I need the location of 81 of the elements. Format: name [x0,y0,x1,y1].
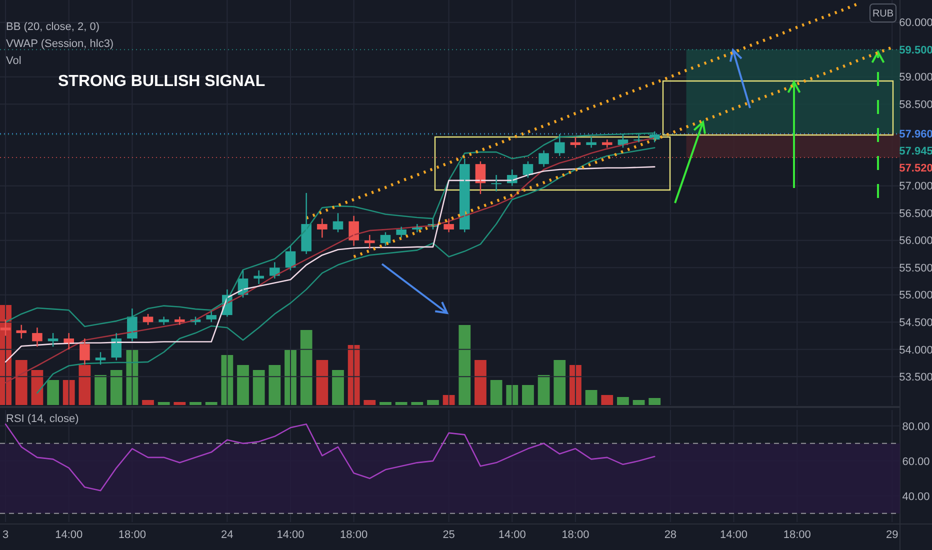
bar [142,400,154,405]
y-tick-label: 58.500 [899,98,932,111]
candlestick [206,310,216,323]
bar [570,365,582,405]
x-tick-label: 25 [442,529,455,541]
y-tick-label: 59.000 [899,72,932,84]
bar [316,360,328,405]
annotation: VWAP (Session, hlc3) [6,38,114,50]
line-series [4,424,656,492]
bar [395,402,408,405]
ref-line-label: 57.960 [899,128,932,140]
bar [94,375,106,405]
candlestick [0,318,11,336]
bar [522,385,534,405]
candlestick [95,352,106,366]
bar [348,345,360,405]
annotation: BB (20, close, 2, 0) [6,21,100,33]
x-tick-label: 18:00 [118,529,146,541]
bar [31,370,44,405]
bar [617,397,629,405]
x-tick-label: 28 [664,529,677,541]
bar [78,365,91,405]
y-tick-label: 55.500 [899,262,932,274]
bar [648,398,661,405]
bar [284,350,296,405]
y-tick-label: 80.00 [902,420,930,433]
bar [300,330,312,405]
bar [62,380,75,405]
line-series [352,46,894,258]
y-tick-label: 57.000 [899,180,932,193]
annotation: Vol [6,55,22,67]
x-tick-label: 24 [221,529,234,541]
y-tick-label: 60.00 [902,456,930,468]
bar [174,402,186,405]
y-tick-label: 40.00 [902,490,930,503]
y-tick-label: 55.000 [899,290,932,302]
x-tick-label: 14:00 [498,529,526,541]
x-tick-label: 14:00 [720,529,748,541]
bar [427,400,439,405]
bar [237,365,249,405]
bar [632,400,645,405]
y-tick-label: 54.000 [899,344,932,356]
bar [411,402,424,405]
bar [554,360,566,405]
bar [538,375,550,405]
bar [221,355,234,405]
annotation: RUB [872,8,894,20]
chart-title: RSI (14, close) [6,413,79,425]
bar [110,370,122,405]
x-tick-label: 18:00 [783,529,811,541]
bar [252,370,265,405]
bar [506,385,518,405]
bar [458,325,471,405]
text: STRONG BULLISH SIGNAL [58,73,266,90]
bar [364,400,376,405]
bar [601,395,614,405]
ref-line-label: 57.520 [899,162,932,174]
x-tick-label: 14:00 [276,529,304,541]
y-tick-label: 53.500 [899,372,932,384]
bar [474,360,486,405]
bar [0,305,12,405]
y-tick-label: 60.000 [899,17,932,30]
bar [332,370,344,405]
ref-line-label: 59.500 [899,44,932,56]
bar [47,380,59,405]
y-tick-label: 54.500 [899,316,932,329]
y-tick-label: 56.000 [899,235,932,248]
bar [490,380,502,405]
x-tick-label: 18:00 [340,529,368,541]
x-tick-label: 3 [2,529,9,541]
x-tick-label: 18:00 [562,529,590,541]
bar [380,402,392,405]
bar [268,365,281,405]
x-tick-label: 14:00 [55,529,83,541]
x-tick-label: 29 [886,529,898,541]
bar [585,390,598,405]
y-tick-label: 56.500 [899,208,932,220]
bar [15,360,28,405]
bar [190,402,202,405]
bar [205,402,218,405]
bar [158,402,170,405]
